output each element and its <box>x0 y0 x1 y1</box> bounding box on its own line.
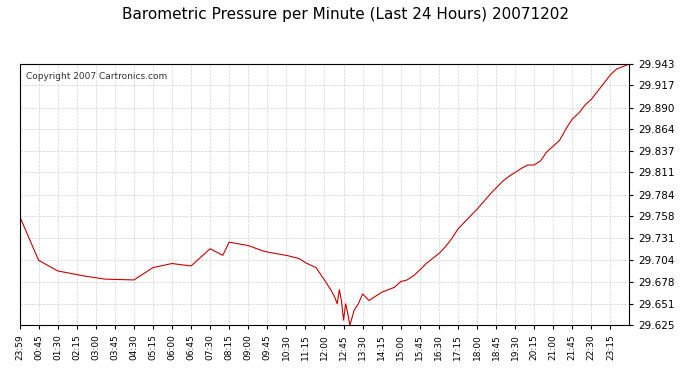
Text: Barometric Pressure per Minute (Last 24 Hours) 20071202: Barometric Pressure per Minute (Last 24 … <box>121 8 569 22</box>
Text: Copyright 2007 Cartronics.com: Copyright 2007 Cartronics.com <box>26 72 167 81</box>
